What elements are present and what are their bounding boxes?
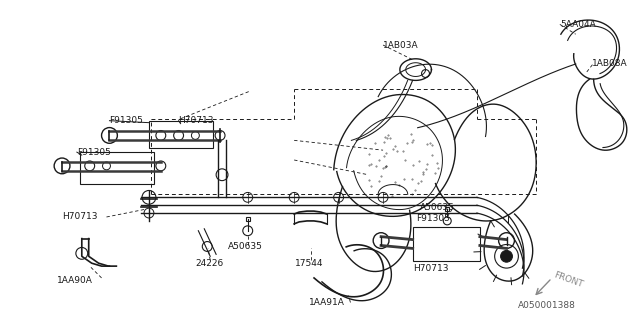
Text: 1AB08A: 1AB08A (593, 59, 628, 68)
Text: 1AB03A: 1AB03A (383, 41, 419, 50)
Text: 1AA90A: 1AA90A (57, 276, 93, 285)
Text: A050001388: A050001388 (518, 301, 575, 310)
Text: A50635: A50635 (228, 242, 263, 251)
Bar (149, 121, 213, 148)
Text: F91305: F91305 (77, 148, 111, 156)
Text: 1AA91A: 1AA91A (309, 298, 345, 307)
Text: F91305: F91305 (415, 214, 449, 223)
Text: 17544: 17544 (295, 259, 324, 268)
Text: 24226: 24226 (195, 259, 223, 268)
Text: 5AA04A: 5AA04A (560, 20, 596, 29)
Text: A50635: A50635 (420, 203, 454, 212)
Text: H70713: H70713 (413, 264, 448, 273)
Text: F91305: F91305 (109, 116, 143, 125)
Circle shape (500, 251, 513, 262)
Text: H70713: H70713 (62, 212, 97, 221)
Bar (413, 227, 480, 261)
Bar (80, 152, 154, 184)
Text: FRONT: FRONT (552, 271, 584, 290)
Text: H70713: H70713 (179, 116, 214, 125)
